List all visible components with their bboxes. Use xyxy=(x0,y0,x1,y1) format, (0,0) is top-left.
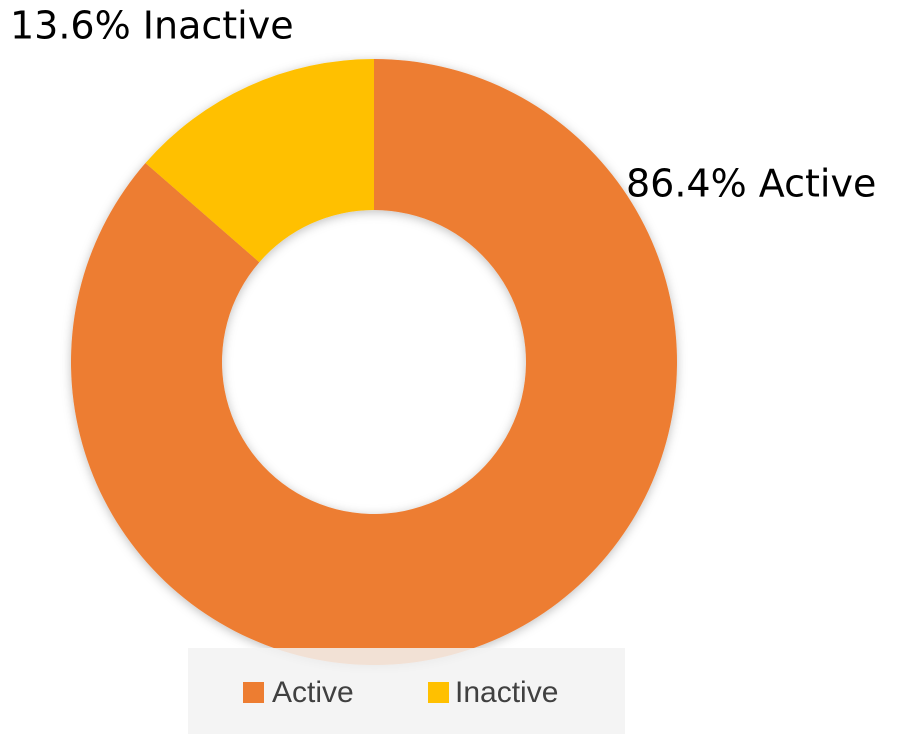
donut-slice xyxy=(145,59,374,263)
donut xyxy=(70,59,678,665)
legend-label: Inactive xyxy=(455,676,558,709)
data-label: 86.4% Active xyxy=(626,162,876,206)
donut-slice xyxy=(70,59,678,665)
legend: Active Inactive xyxy=(243,676,558,709)
legend-swatch xyxy=(428,682,449,703)
legend-swatch xyxy=(243,682,264,703)
data-labels: 86.4% Active 13.6% Inactive xyxy=(10,4,876,206)
legend-label: Active xyxy=(272,676,354,709)
data-label: 13.6% Inactive xyxy=(10,4,294,48)
